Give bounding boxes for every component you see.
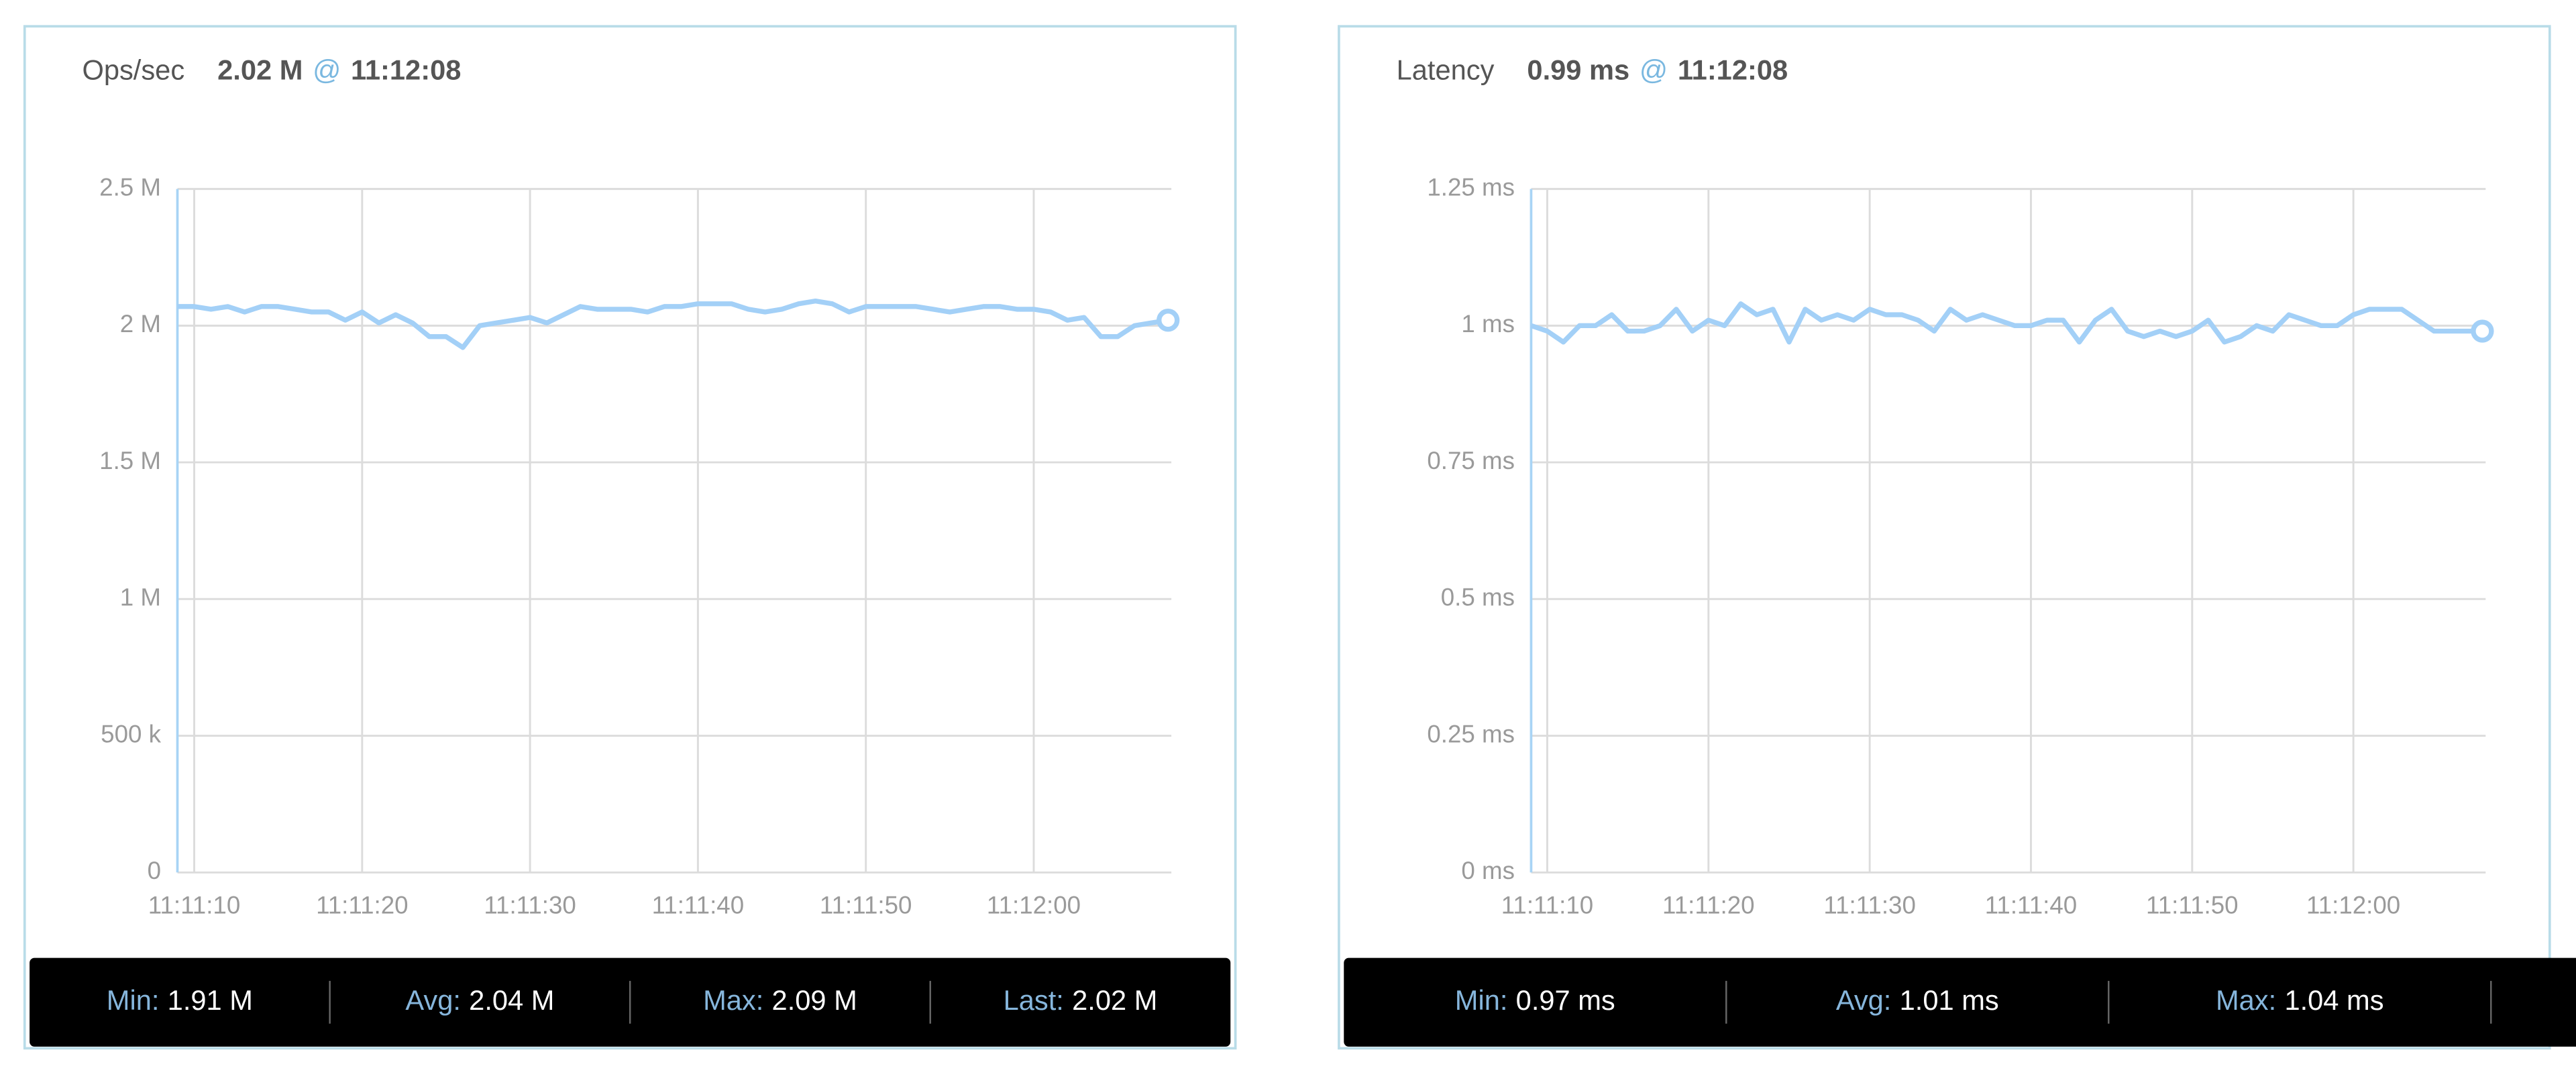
current-time: 11:12:08 <box>351 54 461 86</box>
current-value: 2.02 M <box>217 54 303 86</box>
panel-header: Latency 0.99 ms @11:12:08 <box>1397 54 1788 86</box>
stat-name: Last: <box>1004 984 1064 1016</box>
chart-panel: Ops/sec 2.02 M @11:12:08 0 500 k 1 M 1.5 M 2 M 2… <box>23 25 1237 1050</box>
stat-value: 2.02 M <box>1072 984 1157 1016</box>
stat-value: 2.04 M <box>469 984 554 1016</box>
stat: Avg: 1.01 ms <box>1836 984 1999 1016</box>
x-tick-label: 11:11:50 <box>820 891 912 919</box>
stat-value: 1.01 ms <box>1900 984 1999 1016</box>
current-value: 0.99 ms <box>1527 54 1629 86</box>
last-point-marker <box>1157 309 1180 332</box>
x-tick-label: 11:11:30 <box>1823 891 1915 919</box>
panel-header: Ops/sec 2.02 M @11:12:08 <box>82 54 461 86</box>
current-time: 11:12:08 <box>1678 54 1788 86</box>
stat: Max: 2.09 M <box>703 984 857 1016</box>
metric-label: Latency <box>1397 54 1495 86</box>
stat: Min: 1.91 M <box>107 984 253 1016</box>
stat-value: 2.09 M <box>772 984 857 1016</box>
stats-bar <box>1344 957 2576 1047</box>
x-tick-label: 11:11:10 <box>148 891 240 919</box>
y-tick-label: 0 ms <box>1461 857 1515 884</box>
stat: Last: 2.02 M <box>1004 984 1158 1016</box>
y-tick-label: 2 M <box>120 310 161 337</box>
y-tick-label: 0.5 ms <box>1441 584 1515 611</box>
y-tick-label: 2.5 M <box>99 173 161 201</box>
stat-name: Avg: <box>405 984 461 1016</box>
y-tick-label: 0.75 ms <box>1427 447 1515 474</box>
x-tick-label: 11:11:40 <box>1985 891 2077 919</box>
y-tick-label: 500 k <box>101 720 161 747</box>
at-sign: @ <box>1640 54 1668 86</box>
stat-name: Avg: <box>1836 984 1892 1016</box>
last-point-marker <box>2471 319 2494 343</box>
stat: Min: 0.97 ms <box>1455 984 1615 1016</box>
panel-border <box>1338 25 2551 1050</box>
y-tick-label: 1 ms <box>1461 310 1515 337</box>
stat-name: Min: <box>107 984 160 1016</box>
stat-name: Max: <box>703 984 763 1016</box>
chart-panel: Latency 0.99 ms @11:12:08 0 ms 0.25 ms 0.5 ms… <box>1338 25 2576 1050</box>
y-tick-label: 1.25 ms <box>1427 173 1515 201</box>
stat-value: 1.91 M <box>168 984 253 1016</box>
y-tick-label: 0 <box>148 857 161 884</box>
stat-name: Max: <box>2216 984 2276 1016</box>
series-line <box>1530 301 2483 345</box>
x-tick-label: 11:11:50 <box>2146 891 2238 919</box>
y-tick-label: 1 M <box>120 584 161 611</box>
x-tick-label: 11:11:20 <box>1662 891 1754 919</box>
x-tick-label: 11:12:00 <box>2306 891 2400 919</box>
y-tick-label: 0.25 ms <box>1427 720 1515 747</box>
y-tick-label: 1.5 M <box>99 447 161 474</box>
stat: Avg: 2.04 M <box>405 984 554 1016</box>
stat-name: Min: <box>1455 984 1508 1016</box>
x-tick-label: 11:12:00 <box>987 891 1081 919</box>
x-tick-label: 11:11:20 <box>316 891 408 919</box>
stat-value: 0.97 ms <box>1516 984 1615 1016</box>
x-tick-label: 11:11:10 <box>1501 891 1593 919</box>
series-line <box>177 299 1169 350</box>
at-sign: @ <box>313 54 341 86</box>
metric-label: Ops/sec <box>82 54 184 86</box>
x-tick-label: 11:11:30 <box>484 891 576 919</box>
stat-value: 1.04 ms <box>2284 984 2383 1016</box>
stat: Max: 1.04 ms <box>2216 984 2384 1016</box>
x-tick-label: 11:11:40 <box>652 891 744 919</box>
